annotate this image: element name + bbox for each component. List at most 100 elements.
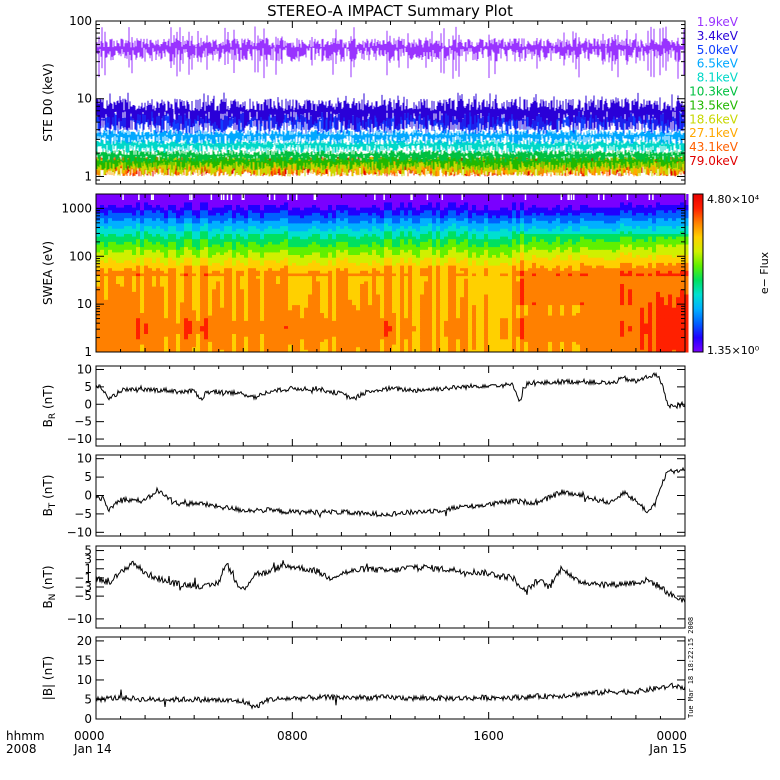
heatmap-cell (272, 336, 277, 340)
heatmap-cell (536, 275, 541, 279)
heatmap-cell (120, 286, 125, 290)
heatmap-cell (276, 296, 281, 300)
heatmap-cell (208, 307, 213, 311)
heatmap-cell (468, 315, 473, 319)
heatmap-cell (676, 336, 681, 340)
heatmap-cell (236, 294, 241, 298)
heatmap-cell (340, 317, 345, 321)
heatmap-cell (244, 288, 249, 292)
heatmap-cell (456, 307, 461, 311)
heatmap-cell (296, 299, 301, 303)
heatmap-cell (276, 320, 281, 324)
heatmap-cell (240, 338, 245, 342)
heatmap-cell (104, 309, 109, 313)
heatmap-cell (296, 320, 301, 324)
heatmap-cell (416, 328, 421, 332)
heatmap-cell (176, 330, 181, 334)
heatmap-cell (292, 344, 297, 348)
heatmap-cell (460, 344, 465, 348)
heatmap-cell (312, 294, 317, 298)
heatmap-cell (144, 273, 149, 277)
heatmap-cell (412, 328, 417, 332)
heatmap-cell (236, 323, 241, 327)
heatmap-cell (432, 349, 437, 353)
heatmap-cell (176, 299, 181, 303)
heatmap-cell (260, 323, 265, 327)
heatmap-cell (564, 309, 569, 313)
heatmap-cell (444, 323, 449, 327)
heatmap-cell (220, 317, 225, 321)
heatmap-cell (176, 315, 181, 319)
heatmap-cell (616, 265, 621, 269)
heatmap-cell (340, 336, 345, 340)
heatmap-cell (376, 270, 381, 274)
heatmap-cell (112, 302, 117, 306)
heatmap-cell (408, 302, 413, 306)
heatmap-cell (288, 346, 293, 350)
heatmap-cell (168, 267, 173, 271)
heatmap-cell (512, 320, 517, 324)
heatmap-cell (124, 286, 129, 290)
heatmap-cell (208, 275, 213, 279)
heatmap-cell (556, 267, 561, 271)
heatmap-cell (304, 288, 309, 292)
heatmap-cell (228, 309, 233, 313)
heatmap-cell (108, 304, 113, 308)
heatmap-cell (208, 291, 213, 295)
heatmap-cell (656, 288, 661, 292)
heatmap-cell (496, 325, 501, 329)
heatmap-cell (104, 330, 109, 334)
heatmap-cell (548, 330, 553, 334)
heatmap-cell (392, 330, 397, 334)
heatmap-cell (412, 288, 417, 292)
heatmap-cell (592, 317, 597, 321)
heatmap-cell (316, 265, 321, 269)
heatmap-cell (500, 273, 505, 277)
heatmap-cell (616, 302, 621, 306)
heatmap-cell (100, 333, 105, 337)
heatmap-cell (552, 336, 557, 340)
heatmap-cell (468, 278, 473, 282)
heatmap-cell (192, 283, 197, 287)
heatmap-cell (392, 302, 397, 306)
heatmap-cell (244, 320, 249, 324)
heatmap-cell (628, 349, 633, 353)
heatmap-cell (532, 283, 537, 287)
heatmap-cell (200, 294, 205, 298)
heatmap-cell (116, 275, 121, 279)
heatmap-cell (660, 317, 665, 321)
heatmap-cell (540, 299, 545, 303)
heatmap-cell (472, 336, 477, 340)
heatmap-cell (180, 275, 185, 279)
heatmap-cell (516, 286, 521, 290)
heatmap-cell (116, 320, 121, 324)
heatmap-cell (180, 307, 185, 311)
heatmap-cell (500, 312, 505, 316)
heatmap-cell (352, 317, 357, 321)
heatmap-cell (408, 330, 413, 334)
heatmap-cell (656, 328, 661, 332)
heatmap-cell (596, 309, 601, 313)
heatmap-cell (240, 325, 245, 329)
heatmap-cell (568, 296, 573, 300)
heatmap-cell (612, 323, 617, 327)
heatmap-cell (588, 344, 593, 348)
heatmap-cell (416, 320, 421, 324)
heatmap-cell (592, 270, 597, 274)
heatmap-cell (576, 280, 581, 284)
heatmap-cell (380, 325, 385, 329)
heatmap-cell (252, 349, 257, 353)
heatmap-cell (596, 341, 601, 345)
heatmap-cell (464, 328, 469, 332)
heatmap-cell (280, 317, 285, 321)
heatmap-cell (488, 291, 493, 295)
heatmap-cell (556, 336, 561, 340)
heatmap-cell (300, 320, 305, 324)
heatmap-cell (416, 333, 421, 337)
heatmap-cell (324, 312, 329, 316)
heatmap-cell (460, 328, 465, 332)
heatmap-cell (164, 302, 169, 306)
heatmap-cell (500, 278, 505, 282)
heatmap-cell (140, 349, 145, 353)
heatmap-cell (324, 278, 329, 282)
